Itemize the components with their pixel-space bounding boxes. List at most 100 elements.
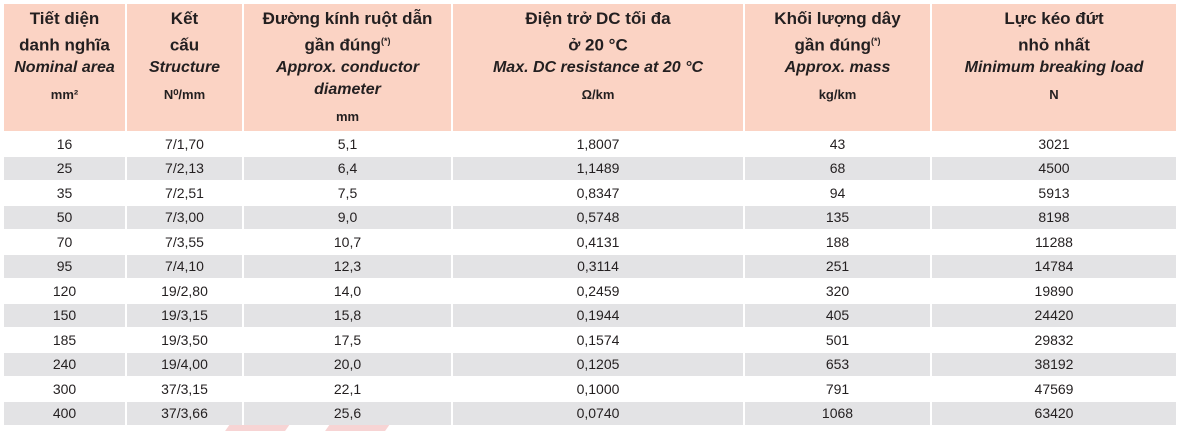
- header-title: nhỏ nhất: [1018, 35, 1090, 55]
- table-cell: 120: [4, 277, 127, 304]
- table-cell: 7/2,13: [126, 155, 244, 181]
- table-cell: 37/3,66: [126, 400, 244, 425]
- table-cell: 14784: [931, 253, 1176, 279]
- table-cell: 9,0: [243, 204, 453, 230]
- table-cell: 94: [744, 179, 932, 206]
- table-cell: 12,3: [243, 253, 453, 279]
- table-cell: 240: [4, 351, 127, 377]
- table-cell: 11288: [931, 228, 1176, 255]
- table-cell: 0,5748: [452, 204, 745, 230]
- table-cell: 37/3,15: [126, 375, 244, 402]
- table-row: 50 7/3,00 9,0 0,5748 135 8198: [4, 204, 1176, 230]
- table-cell: 0,1574: [452, 326, 745, 353]
- table-row: 25 7/2,13 6,4 1,1489 68 4500: [4, 155, 1176, 181]
- table-cell: 400: [4, 400, 127, 425]
- table-cell: 24420: [931, 302, 1176, 328]
- header-title: gần đúng(*): [794, 35, 881, 55]
- table-cell: 20,0: [243, 351, 453, 377]
- table-cell: 501: [744, 326, 932, 353]
- header-title: ở 20 °C: [568, 35, 628, 55]
- table-row: 70 7/3,55 10,7 0,4131 188 11288: [4, 228, 1176, 255]
- header-unit: mm: [335, 108, 360, 124]
- table-cell: 29832: [931, 326, 1176, 353]
- column-header: Đường kính ruột dẫn gần đúng(*) Approx. co…: [243, 4, 453, 132]
- table-cell: 0,4131: [452, 228, 745, 255]
- table-cell: 320: [744, 277, 932, 304]
- table-cell: 35: [4, 179, 127, 206]
- table-cell: 6,4: [243, 155, 453, 181]
- table-cell: 251: [744, 253, 932, 279]
- table-row: 150 19/3,15 15,8 0,1944 405 24420: [4, 302, 1176, 328]
- header-unit: Ω/km: [581, 86, 615, 102]
- header-title: cấu: [169, 35, 200, 55]
- header-title: Đường kính ruột dẫn: [262, 9, 433, 28]
- table-cell: 43: [744, 130, 932, 157]
- table-row: 400 37/3,66 25,6 0,0740 1068 63420: [4, 400, 1176, 425]
- table-cell: 3021: [931, 130, 1176, 157]
- table-cell: 150: [4, 302, 127, 328]
- table-cell: 185: [4, 326, 127, 353]
- header-unit: N: [1049, 86, 1059, 102]
- table-cell: 1,8007: [452, 130, 745, 157]
- table-cell: 7/3,00: [126, 204, 244, 230]
- table-cell: 0,8347: [452, 179, 745, 206]
- header-title: Kết: [170, 9, 199, 28]
- table-cell: 791: [744, 375, 932, 402]
- table-cell: 25,6: [243, 400, 453, 425]
- table-cell: 47569: [931, 375, 1176, 402]
- table-cell: 0,1944: [452, 302, 745, 328]
- table-cell: 0,1000: [452, 375, 745, 402]
- table-cell: 5,1: [243, 130, 453, 157]
- table-cell: 16: [4, 130, 127, 157]
- header-english: Nominal area: [14, 58, 115, 76]
- table-row: 185 19/3,50 17,5 0,1574 501 29832: [4, 326, 1176, 353]
- table-cell: 4500: [931, 155, 1176, 181]
- table-cell: 653: [744, 351, 932, 377]
- table-cell: 405: [744, 302, 932, 328]
- table-cell: 188: [744, 228, 932, 255]
- column-header: Kết cấu Structure N⁰/mm: [126, 4, 244, 132]
- table-cell: 0,2459: [452, 277, 745, 304]
- header-title: Khối lượng dây: [774, 9, 901, 28]
- table-cell: 19890: [931, 277, 1176, 304]
- table-cell: 19/2,80: [126, 277, 244, 304]
- table-cell: 19/3,50: [126, 326, 244, 353]
- table-cell: 8198: [931, 204, 1176, 230]
- header-english: Minimum breaking load: [964, 58, 1144, 76]
- header-english: Approx. conductor diameter: [275, 58, 420, 98]
- table-cell: 0,0740: [452, 400, 745, 425]
- table-cell: 7,5: [243, 179, 453, 206]
- table-cell: 70: [4, 228, 127, 255]
- table-cell: 38192: [931, 351, 1176, 377]
- header-title: Điện trở DC tối đa: [525, 9, 671, 28]
- table-cell: 1,1489: [452, 155, 745, 181]
- header-english: Structure: [148, 58, 221, 76]
- header-english: Max. DC resistance at 20 °C: [492, 58, 704, 76]
- header-english: Approx. mass: [784, 58, 891, 76]
- table-cell: 7/1,70: [126, 130, 244, 157]
- table-cell: 300: [4, 375, 127, 402]
- header-unit: kg/km: [818, 86, 857, 102]
- table-cell: 17,5: [243, 326, 453, 353]
- table-cell: 7/4,10: [126, 253, 244, 279]
- table-cell: 63420: [931, 400, 1176, 425]
- table-cell: 7/3,55: [126, 228, 244, 255]
- table-row: 35 7/2,51 7,5 0,8347 94 5913: [4, 179, 1176, 206]
- column-header: Điện trở DC tối đa ở 20 °C Max. DC resista…: [452, 4, 745, 132]
- header-unit: mm²: [50, 86, 79, 102]
- column-header: Lực kéo đứt nhỏ nhất Minimum breaking load…: [931, 4, 1176, 132]
- header-unit: N⁰/mm: [163, 86, 206, 102]
- table-cell: 14,0: [243, 277, 453, 304]
- table-cell: 135: [744, 204, 932, 230]
- table-cell: 50: [4, 204, 127, 230]
- table-cell: 10,7: [243, 228, 453, 255]
- header-title: gần đúng(*): [304, 35, 391, 55]
- table-row: 300 37/3,15 22,1 0,1000 791 47569: [4, 375, 1176, 402]
- table-cell: 0,1205: [452, 351, 745, 377]
- table-cell: 25: [4, 155, 127, 181]
- table-cell: 19/4,00: [126, 351, 244, 377]
- table-cell: 15,8: [243, 302, 453, 328]
- table-row: 95 7/4,10 12,3 0,3114 251 14784: [4, 253, 1176, 279]
- header-title: Lực kéo đứt: [1004, 9, 1104, 28]
- table-cell: 22,1: [243, 375, 453, 402]
